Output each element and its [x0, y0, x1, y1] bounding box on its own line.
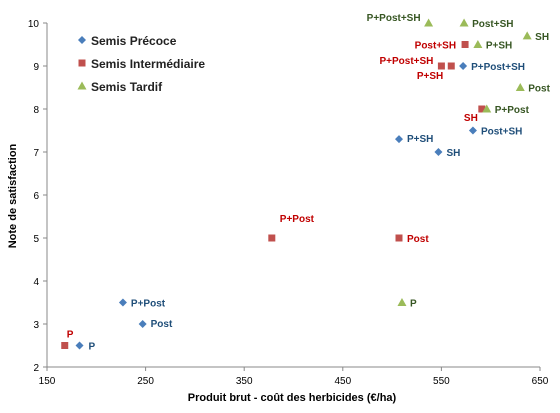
data-point	[473, 40, 483, 48]
point-label: P+Post	[495, 105, 530, 116]
legend-marker	[77, 81, 87, 90]
y-axis-title: Note de satisfaction	[7, 143, 19, 248]
x-tick-label: 150	[39, 376, 56, 387]
x-tick-label: 250	[137, 376, 154, 387]
point-label: P+Post	[280, 214, 315, 225]
data-point	[522, 31, 532, 40]
y-tick-label: 5	[33, 234, 39, 245]
point-label: P+Post+SH	[379, 56, 433, 67]
data-point	[461, 41, 469, 48]
data-point	[424, 18, 434, 27]
point-label: P	[410, 299, 417, 310]
point-label: SH	[446, 148, 460, 159]
point-label: P+SH	[407, 134, 433, 145]
data-point	[437, 62, 445, 70]
legend: Semis Précoce Semis Intermédiaire Semis Ta…	[77, 34, 205, 94]
point-label: P+SH	[417, 71, 443, 82]
point-label: Post+SH	[481, 127, 522, 138]
legend-label: Semis Précoce	[91, 34, 177, 48]
data-point	[459, 62, 468, 70]
y-tick-label: 2	[33, 363, 39, 374]
legend-label: Semis Intermédiaire	[91, 57, 205, 71]
point-label: SH	[464, 113, 478, 124]
data-point	[75, 341, 84, 350]
point-label: P+SH	[486, 41, 512, 52]
point-label: P+Post+SH	[367, 13, 421, 24]
y-tick-label: 7	[33, 148, 39, 159]
data-point	[395, 234, 403, 242]
x-tick-label: 450	[334, 376, 351, 387]
y-tick-label: 10	[28, 19, 40, 30]
data-point	[138, 320, 147, 328]
y-tick-label: 4	[33, 277, 39, 288]
data-point	[447, 62, 455, 70]
point-labels: PPostP+PostP+SHSHPost+SHP+Post+SHPP+Post…	[67, 13, 551, 353]
data-point	[397, 298, 407, 306]
point-label: P	[89, 342, 96, 353]
data-point	[268, 234, 276, 242]
point-label: Post	[407, 234, 429, 245]
data-point	[459, 18, 469, 27]
data-point	[61, 342, 69, 349]
data-point	[395, 135, 404, 144]
y-tick-label: 8	[33, 105, 39, 116]
legend-marker	[78, 59, 86, 67]
axes	[43, 22, 541, 371]
point-label: P	[67, 330, 74, 341]
data-point	[515, 83, 525, 91]
data-point	[482, 104, 492, 113]
x-axis-title: Produit brut - coût des herbicides (€/ha…	[188, 392, 397, 404]
x-tick-label: 550	[433, 376, 450, 387]
x-tick-label: 650	[532, 376, 549, 387]
point-label: P+Post+SH	[471, 62, 525, 73]
data-point	[478, 105, 486, 113]
y-tick-label: 3	[33, 320, 39, 331]
point-label: Post	[528, 84, 550, 95]
legend-marker	[78, 36, 86, 44]
data-point	[434, 148, 443, 156]
data-point	[118, 298, 127, 307]
legend-label: Semis Tardif	[91, 80, 163, 94]
point-label: Post+SH	[472, 19, 513, 30]
x-tick-labels: 150 250 350 450 550 650	[39, 376, 549, 387]
y-tick-labels: 2 3 4 5 6 7 8 9 10	[28, 19, 40, 374]
point-label: Post+SH	[415, 41, 456, 52]
data-points	[61, 18, 532, 350]
point-label: Post	[151, 319, 173, 330]
y-tick-label: 6	[33, 191, 39, 202]
x-tick-label: 350	[236, 376, 253, 387]
point-label: P+Post	[131, 299, 166, 310]
point-label: SH	[535, 32, 549, 43]
y-tick-label: 9	[33, 62, 39, 73]
data-point	[468, 126, 477, 135]
